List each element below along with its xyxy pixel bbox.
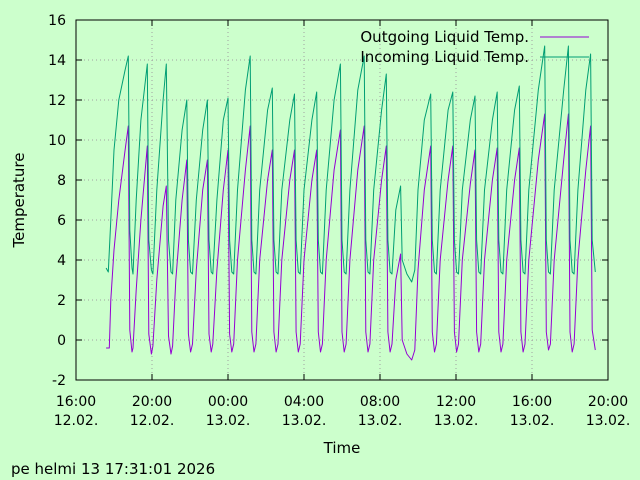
y-tick-label: 0 [57, 333, 66, 349]
y-tick-label: 10 [48, 133, 66, 149]
x-tick-time-label: 20:00 [132, 394, 172, 410]
y-tick-label: 8 [57, 173, 66, 189]
x-tick-time-label: 08:00 [360, 394, 400, 410]
series-line-outgoing [106, 113, 596, 361]
x-tick-date-label: 13.02. [434, 413, 479, 429]
x-tick-time-label: 12:00 [436, 394, 476, 410]
plot-frame [75, 19, 609, 381]
x-tick-date-label: 13.02. [586, 413, 631, 429]
x-tick-time-label: 04:00 [284, 394, 324, 410]
legend: Outgoing Liquid Temp. Incoming Liquid Tem… [360, 28, 589, 66]
x-tick-date-label: 12.02. [54, 413, 99, 429]
x-axis-label: Time [323, 439, 361, 457]
y-tick-label: 6 [57, 213, 66, 229]
y-tick-label: 4 [57, 253, 66, 269]
series-lines [105, 45, 596, 361]
x-tick-time-label: 16:00 [512, 394, 552, 410]
x-tick-date-label: 12.02. [130, 413, 175, 429]
x-tick-date-label: 13.02. [358, 413, 403, 429]
y-tick-label: 12 [48, 93, 66, 109]
series-line-incoming [105, 45, 596, 283]
timestamp-footer: pe helmi 13 17:31:01 2026 [11, 460, 216, 478]
y-axis-label: Temperature [10, 152, 28, 248]
x-tick-time-label: 16:00 [56, 394, 96, 410]
y-tick-label: 2 [57, 293, 66, 309]
y-tick-label: 16 [48, 13, 66, 29]
x-tick-date-label: 13.02. [206, 413, 251, 429]
y-tick-label: 14 [48, 53, 66, 69]
x-tick-time-label: 00:00 [208, 394, 248, 410]
axis-ticks: -2 0 2 4 6 8 10 12 14 16 16:00 12.02. 20:00 12.02. 00:… [48, 13, 630, 429]
x-tick-date-label: 13.02. [510, 413, 555, 429]
x-tick-date-label: 13.02. [282, 413, 327, 429]
x-tick-time-label: 20:00 [588, 394, 628, 410]
y-tick-label: -2 [52, 373, 66, 389]
legend-label: Incoming Liquid Temp. [360, 48, 529, 66]
legend-label: Outgoing Liquid Temp. [360, 28, 529, 46]
